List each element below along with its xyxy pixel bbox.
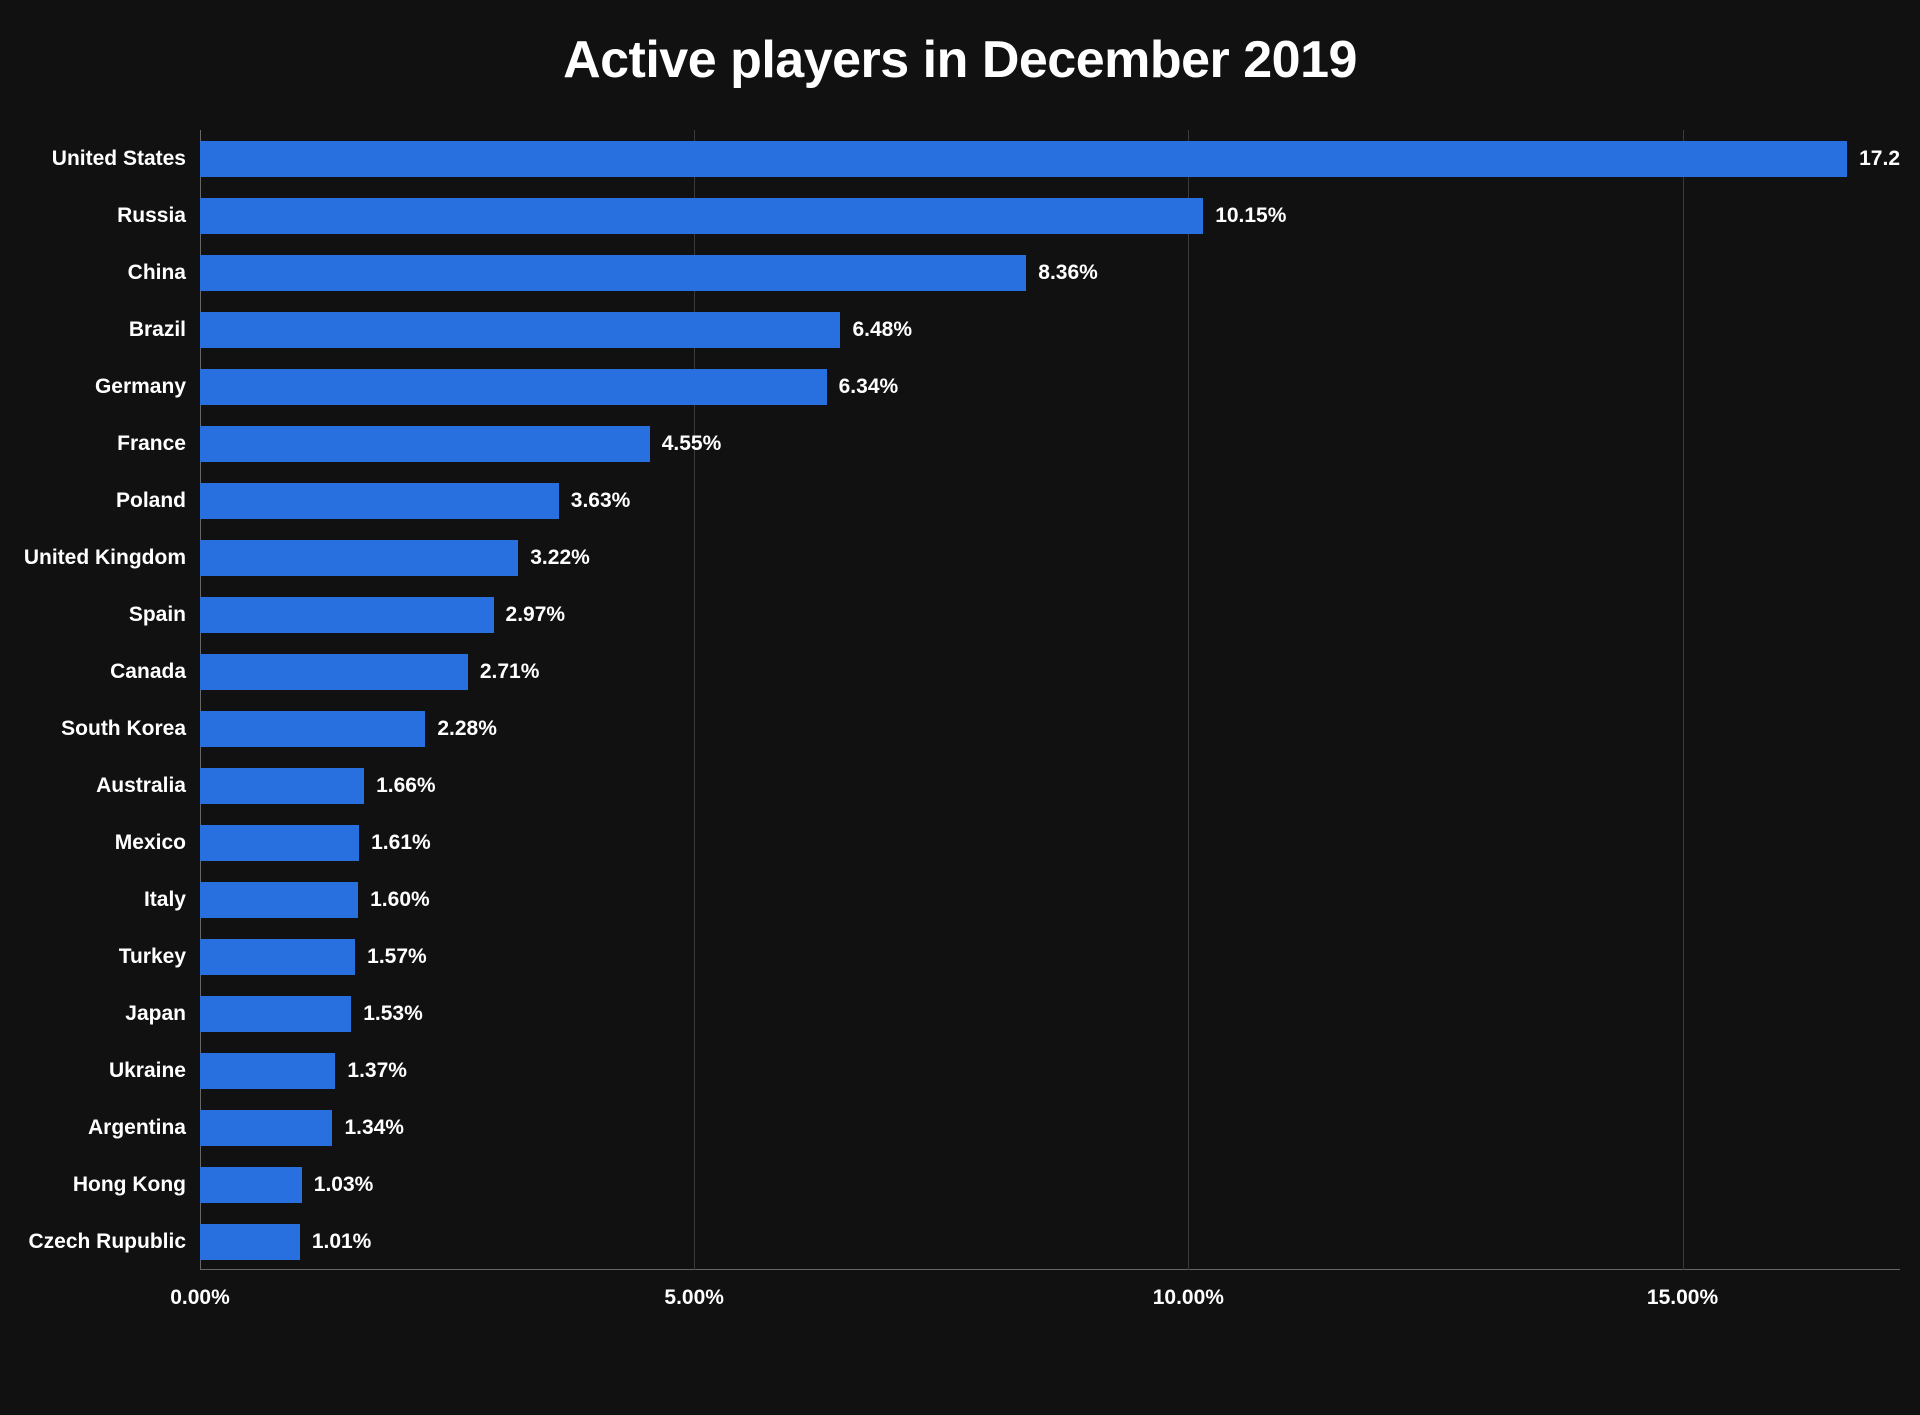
bar-row: Germany6.34% bbox=[200, 369, 1900, 405]
bar-row: Poland3.63% bbox=[200, 483, 1900, 519]
bar bbox=[200, 255, 1026, 291]
bar-value-label: 8.36% bbox=[1038, 261, 1098, 285]
bar-value-label: 1.53% bbox=[363, 1002, 423, 1026]
bar bbox=[200, 825, 359, 861]
bar bbox=[200, 711, 425, 747]
bars-region: United States17.2 Russia10.15% China8.36% B… bbox=[200, 130, 1900, 1270]
bar-value-label: 10.15% bbox=[1215, 204, 1286, 228]
bar-category-label: Russia bbox=[117, 204, 186, 228]
bar-row: Turkey1.57% bbox=[200, 939, 1900, 975]
bar-category-label: Australia bbox=[96, 774, 186, 798]
bar bbox=[200, 1053, 335, 1089]
bar-category-label: Germany bbox=[95, 375, 186, 399]
bar-row: United Kingdom3.22% bbox=[200, 540, 1900, 576]
bar-category-label: Mexico bbox=[115, 831, 186, 855]
bar-row: Argentina1.34% bbox=[200, 1110, 1900, 1146]
bar bbox=[200, 483, 559, 519]
bar bbox=[200, 939, 355, 975]
bar-value-label: 17.2 bbox=[1859, 147, 1900, 171]
bar-row: France4.55% bbox=[200, 426, 1900, 462]
bar bbox=[200, 426, 650, 462]
bar-row: South Korea2.28% bbox=[200, 711, 1900, 747]
bar-category-label: Ukraine bbox=[109, 1059, 186, 1083]
bar-value-label: 1.66% bbox=[376, 774, 436, 798]
bar-value-label: 2.71% bbox=[480, 660, 540, 684]
bar-category-label: Turkey bbox=[119, 945, 186, 969]
bar-category-label: Italy bbox=[144, 888, 186, 912]
bar bbox=[200, 1110, 332, 1146]
x-tick-label: 0.00% bbox=[170, 1286, 230, 1310]
bar-value-label: 6.48% bbox=[852, 318, 912, 342]
bar bbox=[200, 1167, 302, 1203]
bar-value-label: 2.28% bbox=[437, 717, 497, 741]
bar-category-label: China bbox=[128, 261, 186, 285]
bar-value-label: 3.63% bbox=[571, 489, 631, 513]
x-tick-label: 15.00% bbox=[1647, 1286, 1718, 1310]
plot-area: United States17.2 Russia10.15% China8.36% B… bbox=[200, 130, 1900, 1330]
bar-category-label: United States bbox=[52, 147, 186, 171]
bar bbox=[200, 312, 840, 348]
bar-category-label: Brazil bbox=[129, 318, 186, 342]
bar bbox=[200, 882, 358, 918]
bar bbox=[200, 198, 1203, 234]
bar-row: Canada2.71% bbox=[200, 654, 1900, 690]
bar-row: Japan1.53% bbox=[200, 996, 1900, 1032]
bar-row: Spain2.97% bbox=[200, 597, 1900, 633]
bar-category-label: Japan bbox=[125, 1002, 186, 1026]
bar-value-label: 3.22% bbox=[530, 546, 590, 570]
bar-value-label: 1.34% bbox=[344, 1116, 404, 1140]
bar-category-label: Spain bbox=[129, 603, 186, 627]
bar bbox=[200, 1224, 300, 1260]
bar-category-label: Hong Kong bbox=[73, 1173, 186, 1197]
bar-row: Russia10.15% bbox=[200, 198, 1900, 234]
bar-row: Mexico1.61% bbox=[200, 825, 1900, 861]
bar-row: United States17.2 bbox=[200, 141, 1900, 177]
bar-row: China8.36% bbox=[200, 255, 1900, 291]
bar-category-label: Poland bbox=[116, 489, 186, 513]
bar-category-label: France bbox=[117, 432, 186, 456]
bar-row: Australia1.66% bbox=[200, 768, 1900, 804]
bar-value-label: 1.60% bbox=[370, 888, 430, 912]
x-tick-label: 5.00% bbox=[664, 1286, 724, 1310]
bar-value-label: 1.61% bbox=[371, 831, 431, 855]
bar-row: Hong Kong1.03% bbox=[200, 1167, 1900, 1203]
bar-row: Ukraine1.37% bbox=[200, 1053, 1900, 1089]
bar bbox=[200, 996, 351, 1032]
bar-value-label: 1.57% bbox=[367, 945, 427, 969]
bar-value-label: 1.37% bbox=[347, 1059, 407, 1083]
bar-category-label: South Korea bbox=[61, 717, 186, 741]
bar-category-label: Czech Rupublic bbox=[28, 1230, 186, 1254]
bar bbox=[200, 141, 1847, 177]
bar bbox=[200, 597, 494, 633]
bar-row: Italy1.60% bbox=[200, 882, 1900, 918]
x-tick-label: 10.00% bbox=[1153, 1286, 1224, 1310]
bar-value-label: 6.34% bbox=[839, 375, 899, 399]
bar bbox=[200, 768, 364, 804]
bar-category-label: Canada bbox=[110, 660, 186, 684]
bar bbox=[200, 369, 827, 405]
bar-value-label: 4.55% bbox=[662, 432, 722, 456]
bar-row: Brazil6.48% bbox=[200, 312, 1900, 348]
bar-row: Czech Rupublic1.01% bbox=[200, 1224, 1900, 1260]
bar-category-label: Argentina bbox=[88, 1116, 186, 1140]
bar-value-label: 1.03% bbox=[314, 1173, 374, 1197]
bar bbox=[200, 654, 468, 690]
bar-value-label: 2.97% bbox=[506, 603, 566, 627]
bar-category-label: United Kingdom bbox=[24, 546, 186, 570]
chart-title: Active players in December 2019 bbox=[0, 30, 1920, 90]
bar bbox=[200, 540, 518, 576]
chart-container: Active players in December 2019 United S… bbox=[0, 0, 1920, 1415]
bar-value-label: 1.01% bbox=[312, 1230, 372, 1254]
